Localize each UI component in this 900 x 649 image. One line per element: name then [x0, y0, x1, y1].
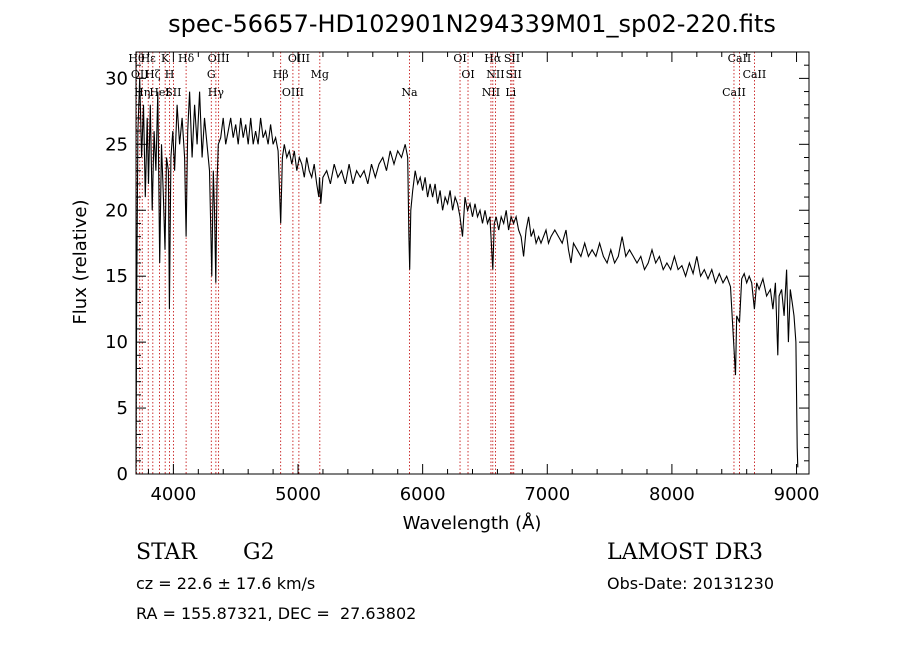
- line-label: Na: [401, 86, 418, 99]
- line-label: CaII: [743, 68, 767, 81]
- line-label: SII: [504, 52, 520, 65]
- x-axis: 4000 5000 6000 7000 8000 9000: [147, 52, 820, 505]
- line-label: CaII: [722, 86, 746, 99]
- spectrum-line: [135, 78, 799, 468]
- survey-name: LAMOST DR3: [607, 540, 763, 565]
- line-label: Hθ: [128, 52, 145, 65]
- line-label: HeI: [149, 86, 169, 99]
- line-label: Mg: [311, 68, 329, 81]
- line-labels: HθOIIHηHεHζHeIKHSIIHδGHγOIIIHβOIIIOIIIMg…: [128, 52, 766, 99]
- line-label: Hβ: [273, 68, 289, 81]
- x-tick-label: 9000: [774, 484, 820, 505]
- line-label: H: [165, 68, 175, 81]
- line-label: OII: [131, 68, 149, 81]
- x-axis-label: Wavelength (Å): [403, 512, 542, 534]
- line-label: Hη: [134, 86, 150, 99]
- line-label: Hζ: [145, 68, 161, 81]
- line-label: OI: [453, 52, 466, 65]
- spectrum-chart: spec-56657-HD102901N294339M01_sp02-220.f…: [70, 10, 820, 534]
- line-label: NII: [482, 86, 500, 99]
- line-label: K: [161, 52, 170, 65]
- plot-frame: [135, 51, 810, 475]
- y-tick-label: 15: [105, 266, 128, 287]
- line-label: OIII: [288, 52, 310, 65]
- redshift-cz: cz = 22.6 ± 17.6 km/s: [136, 574, 316, 593]
- y-axis-label: Flux (relative): [70, 199, 91, 324]
- line-label: Hγ: [208, 86, 225, 99]
- line-label: Hε: [141, 52, 157, 65]
- line-label: CaII: [728, 52, 752, 65]
- line-label: OI: [461, 68, 474, 81]
- y-tick-label: 5: [117, 398, 128, 419]
- y-axis: 0 5 10 15 20 25 30: [105, 51, 809, 485]
- line-label: OIII: [282, 86, 304, 99]
- line-label: NII: [486, 68, 504, 81]
- line-label: SII: [165, 86, 181, 99]
- x-tick-label: 5000: [275, 484, 321, 505]
- y-tick-label: 20: [105, 200, 128, 221]
- obs-date: Obs-Date: 20131230: [607, 574, 775, 593]
- x-tick-label: 8000: [649, 484, 695, 505]
- line-label: Hδ: [178, 52, 195, 65]
- y-tick-label: 0: [117, 464, 128, 485]
- line-label: Hα: [484, 52, 502, 65]
- line-label: Li: [505, 86, 516, 99]
- x-tick-label: 6000: [400, 484, 446, 505]
- coordinates: RA = 155.87321, DEC = 27.63802: [136, 604, 417, 623]
- x-tick-label: 4000: [150, 484, 196, 505]
- line-label: G: [207, 68, 216, 81]
- line-label: OIII: [208, 52, 230, 65]
- chart-title: spec-56657-HD102901N294339M01_sp02-220.f…: [168, 10, 776, 38]
- x-tick-label: 7000: [524, 484, 570, 505]
- y-tick-label: 30: [105, 68, 128, 89]
- object-subclass: G2: [243, 540, 275, 565]
- y-tick-label: 25: [105, 134, 128, 155]
- object-class: STAR: [136, 540, 197, 565]
- y-tick-label: 10: [105, 332, 128, 353]
- line-label: SII: [506, 68, 522, 81]
